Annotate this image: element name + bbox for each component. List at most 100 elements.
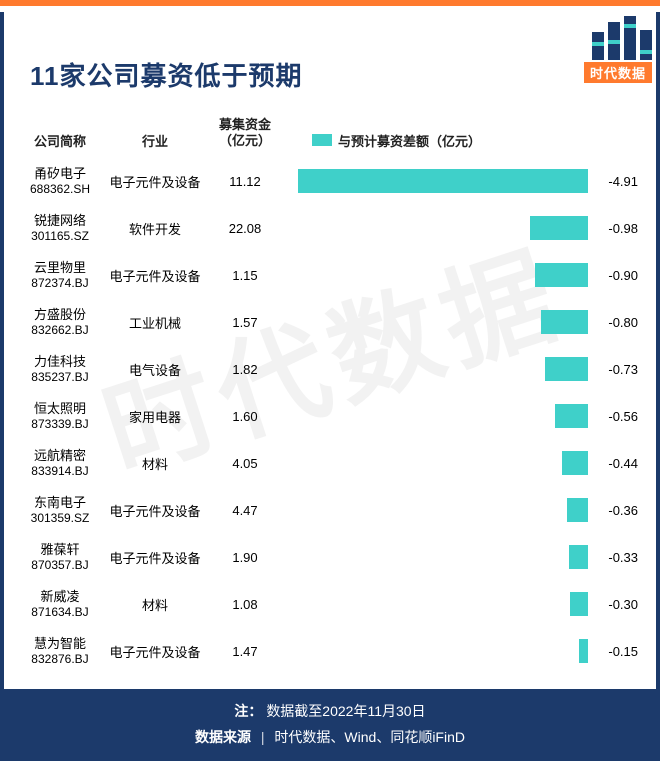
footer-note-label: 注：	[234, 703, 262, 719]
diff-value: -4.91	[608, 174, 638, 189]
bar-zone: -0.30	[280, 581, 640, 628]
company-code: 833914.BJ	[20, 464, 100, 478]
company-cell: 新威凌871634.BJ	[20, 589, 100, 619]
company-name: 力佳科技	[20, 354, 100, 370]
diff-value: -0.30	[608, 597, 638, 612]
amount-cell: 22.08	[210, 221, 280, 236]
diff-value: -0.36	[608, 503, 638, 518]
diff-bar	[570, 592, 588, 616]
table-row: 恒太照明873339.BJ家用电器1.60-0.56	[20, 393, 640, 440]
footer-note-text: 数据截至2022年11月30日	[266, 703, 425, 719]
bar-zone: -0.15	[280, 628, 640, 675]
diff-value: -0.33	[608, 550, 638, 565]
table-header-row: 公司简称 行业 募集资金 （亿元） 与预计募资差额（亿元）	[20, 111, 640, 158]
brand-logo: 时代数据	[552, 16, 652, 83]
company-code: 870357.BJ	[20, 558, 100, 572]
header-diff-legend: 与预计募资差额（亿元）	[280, 131, 640, 150]
table-row: 锐捷网络301165.SZ软件开发22.08 -0.98	[20, 205, 640, 252]
bar-zone: -0.44	[280, 440, 640, 487]
diff-value: -0.73	[608, 362, 638, 377]
industry-cell: 电气设备	[100, 360, 210, 379]
bar-zone: -0.90	[280, 252, 640, 299]
amount-cell: 4.05	[210, 456, 280, 471]
company-name: 方盛股份	[20, 307, 100, 323]
company-cell: 锐捷网络301165.SZ	[20, 213, 100, 243]
diff-bar	[541, 310, 588, 334]
diff-bar	[579, 639, 588, 663]
diff-bar	[555, 404, 588, 428]
header-company: 公司简称	[20, 131, 100, 150]
company-code: 871634.BJ	[20, 605, 100, 619]
amount-cell: 1.90	[210, 550, 280, 565]
company-cell: 甬矽电子688362.SH	[20, 166, 100, 196]
bar-zone: -0.33	[280, 534, 640, 581]
table-row: 慧为智能832876.BJ电子元件及设备1.47-0.15	[20, 628, 640, 675]
diff-value: -0.90	[608, 268, 638, 283]
company-name: 锐捷网络	[20, 213, 100, 229]
company-code: 301359.SZ	[20, 511, 100, 525]
company-code: 832876.BJ	[20, 652, 100, 666]
header-amount-line1: 募集资金	[219, 117, 271, 132]
table-row: 方盛股份832662.BJ工业机械1.57 -0.80	[20, 299, 640, 346]
amount-cell: 4.47	[210, 503, 280, 518]
diff-bar	[562, 451, 588, 475]
industry-cell: 电子元件及设备	[100, 548, 210, 567]
company-cell: 慧为智能832876.BJ	[20, 636, 100, 666]
legend-swatch-icon	[312, 134, 332, 146]
diff-bar	[298, 169, 588, 193]
diff-value: -0.56	[608, 409, 638, 424]
industry-cell: 材料	[100, 595, 210, 614]
amount-cell: 11.12	[210, 174, 280, 189]
infographic-card: 时代数据 11家公司募资低于预期 时代数据 公司简称 行业 募集资金 （亿元） …	[0, 0, 660, 761]
company-code: 832662.BJ	[20, 323, 100, 337]
amount-cell: 1.08	[210, 597, 280, 612]
company-cell: 东南电子301359.SZ	[20, 495, 100, 525]
diff-bar	[569, 545, 588, 569]
diff-value: -0.15	[608, 644, 638, 659]
brand-logo-text: 时代数据	[584, 62, 652, 83]
footer-source-text: 时代数据、Wind、同花顺iFinD	[274, 729, 465, 745]
company-name: 恒太照明	[20, 401, 100, 417]
company-cell: 方盛股份832662.BJ	[20, 307, 100, 337]
footer-separator: |	[261, 729, 265, 745]
table-row: 新威凌871634.BJ材料1.08 -0.30	[20, 581, 640, 628]
table-row: 雅葆轩870357.BJ电子元件及设备1.90 -0.33	[20, 534, 640, 581]
amount-cell: 1.57	[210, 315, 280, 330]
chart-area: 时代数据 公司简称 行业 募集资金 （亿元） 与预计募资差额（亿元） 甬矽电子6…	[0, 111, 660, 689]
company-cell: 远航精密833914.BJ	[20, 448, 100, 478]
footer-source-label: 数据来源	[195, 729, 251, 745]
footer-source: 数据来源 | 时代数据、Wind、同花顺iFinD	[4, 727, 656, 747]
header-amount-line2: （亿元）	[219, 133, 271, 148]
industry-cell: 电子元件及设备	[100, 501, 210, 520]
industry-cell: 软件开发	[100, 219, 210, 238]
legend-label: 与预计募资差额（亿元）	[338, 131, 481, 150]
amount-cell: 1.47	[210, 644, 280, 659]
company-cell: 恒太照明873339.BJ	[20, 401, 100, 431]
diff-value: -0.80	[608, 315, 638, 330]
company-code: 688362.SH	[20, 182, 100, 196]
amount-cell: 1.15	[210, 268, 280, 283]
company-name: 雅葆轩	[20, 542, 100, 558]
company-name: 甬矽电子	[20, 166, 100, 182]
industry-cell: 材料	[100, 454, 210, 473]
diff-bar	[530, 216, 588, 240]
company-code: 301165.SZ	[20, 229, 100, 243]
company-cell: 云里物里872374.BJ	[20, 260, 100, 290]
table-row: 云里物里872374.BJ电子元件及设备1.15 -0.90	[20, 252, 640, 299]
company-name: 云里物里	[20, 260, 100, 276]
industry-cell: 电子元件及设备	[100, 266, 210, 285]
footer: 注： 数据截至2022年11月30日 数据来源 | 时代数据、Wind、同花顺i…	[4, 689, 656, 761]
diff-value: -0.44	[608, 456, 638, 471]
bar-zone: -4.91	[280, 158, 640, 205]
bar-zone: -0.56	[280, 393, 640, 440]
footer-note: 注： 数据截至2022年11月30日	[4, 701, 656, 721]
industry-cell: 工业机械	[100, 313, 210, 332]
diff-value: -0.98	[608, 221, 638, 236]
industry-cell: 电子元件及设备	[100, 172, 210, 191]
diff-bar	[535, 263, 588, 287]
table-row: 远航精密833914.BJ材料4.05 -0.44	[20, 440, 640, 487]
chart-rows-container: 甬矽电子688362.SH电子元件及设备11.12-4.91锐捷网络301165…	[20, 158, 640, 675]
company-name: 慧为智能	[20, 636, 100, 652]
table-row: 甬矽电子688362.SH电子元件及设备11.12 -4.91	[20, 158, 640, 205]
header-industry: 行业	[100, 131, 210, 150]
